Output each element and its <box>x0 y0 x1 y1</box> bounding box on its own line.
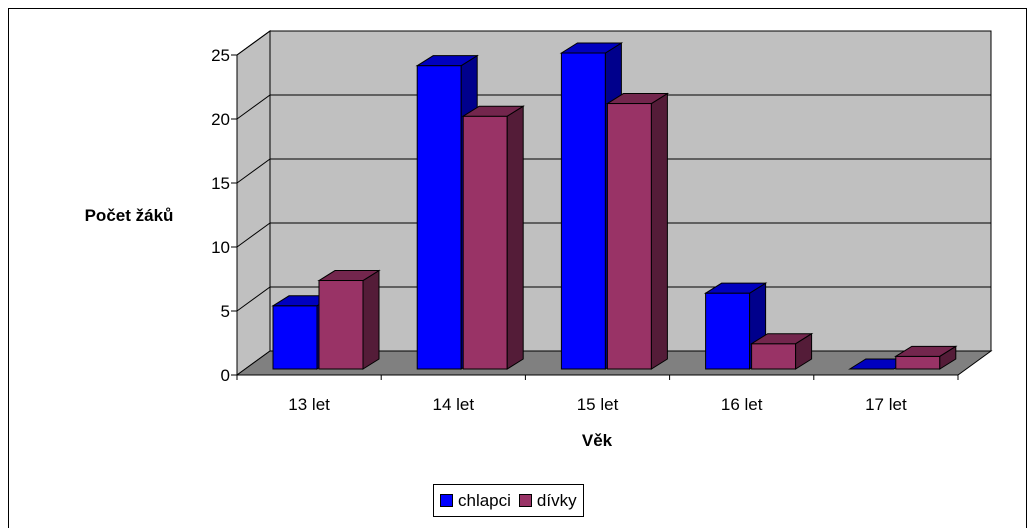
bar-dívky-16-let <box>749 332 814 370</box>
bar-dívky-14-let <box>461 105 525 370</box>
x-tick-label: 17 let <box>865 395 907 414</box>
bar-dívky-17-let <box>894 345 958 370</box>
y-tick-label: 10 <box>211 238 230 257</box>
gridline <box>236 158 991 184</box>
gridline <box>236 30 991 56</box>
x-axis-title: Věk <box>582 431 613 450</box>
chart-frame <box>8 8 1027 528</box>
bar-dívky-15-let <box>605 92 670 370</box>
y-tick-label: 25 <box>211 46 230 65</box>
legend-label-divky: dívky <box>536 490 577 510</box>
y-tick-label: 0 <box>221 366 230 385</box>
side-wall <box>236 30 271 376</box>
y-tick-label: 20 <box>211 110 230 129</box>
x-tick-label: 13 let <box>288 395 330 414</box>
x-tick-label: 16 let <box>721 395 763 414</box>
legend-swatch-chlapci <box>440 494 453 507</box>
y-tick-label: 5 <box>221 302 230 321</box>
bar-dívky-13-let <box>317 269 381 370</box>
legend: chlapci dívky <box>433 484 584 517</box>
legend-label-chlapci: chlapci <box>458 490 511 510</box>
gridline <box>236 222 991 248</box>
legend-item-chlapci: chlapci <box>440 491 511 511</box>
legend-swatch-divky <box>518 494 532 507</box>
x-tick-label: 14 let <box>433 395 475 414</box>
legend-item-divky: dívky <box>518 490 577 511</box>
gridline <box>236 94 991 120</box>
x-tick-label: 15 let <box>577 395 619 414</box>
y-tick-label: 15 <box>211 174 230 193</box>
y-axis-title: Počet žáků <box>85 206 174 225</box>
